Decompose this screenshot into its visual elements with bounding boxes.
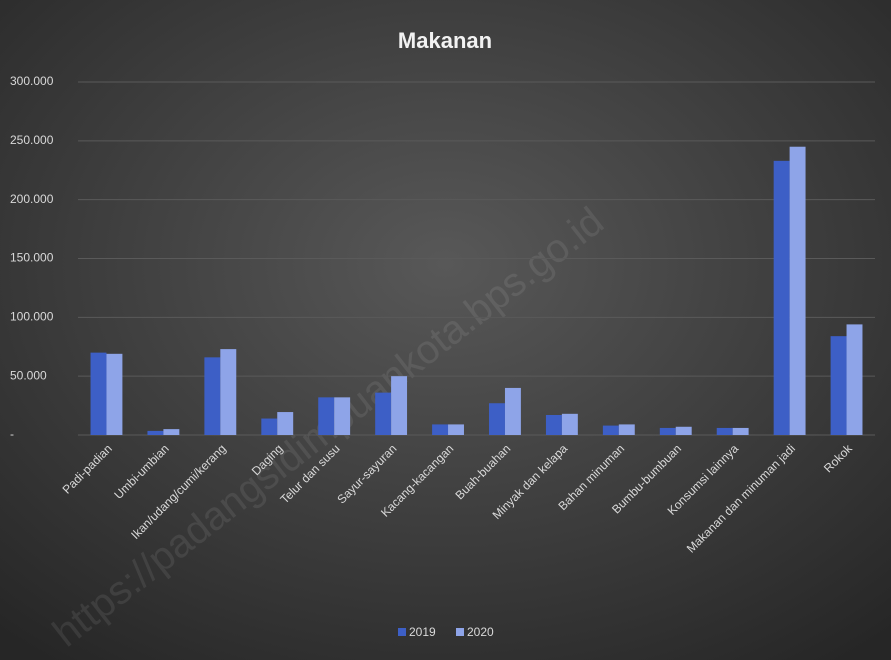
bar [561,413,578,435]
bar [732,427,749,435]
bar [318,397,335,435]
bar [618,424,635,435]
bar [846,324,863,435]
bar [163,429,180,435]
y-tick-label: 100.000 [10,310,54,324]
bar [204,357,221,435]
bar [334,397,351,435]
legend-swatch [398,628,406,636]
bar [391,376,408,435]
bar [277,412,294,435]
y-tick-label: 200.000 [10,192,54,206]
bar [375,392,392,435]
bar [545,414,562,435]
y-tick-label: - [10,427,14,441]
y-tick-label: 50.000 [10,368,47,382]
y-tick-label: 250.000 [10,133,54,147]
bar [504,387,521,435]
bar [675,426,692,435]
bar [716,427,733,435]
bar [789,146,806,435]
bar [773,160,790,435]
legend-swatch [456,628,464,636]
legend-label: 2019 [409,625,436,639]
bar [261,418,278,435]
legend-label: 2020 [467,625,494,639]
bar [106,353,123,435]
bar [489,403,505,435]
chart-title: Makanan [398,28,492,53]
bar [147,430,164,435]
bar [602,425,619,435]
y-tick-label: 300.000 [10,74,54,88]
bar [432,424,449,435]
y-tick-label: 150.000 [10,251,54,265]
bar [90,352,107,435]
bar [830,336,847,435]
bar [659,427,676,435]
bar [220,349,237,435]
bar [448,424,464,435]
